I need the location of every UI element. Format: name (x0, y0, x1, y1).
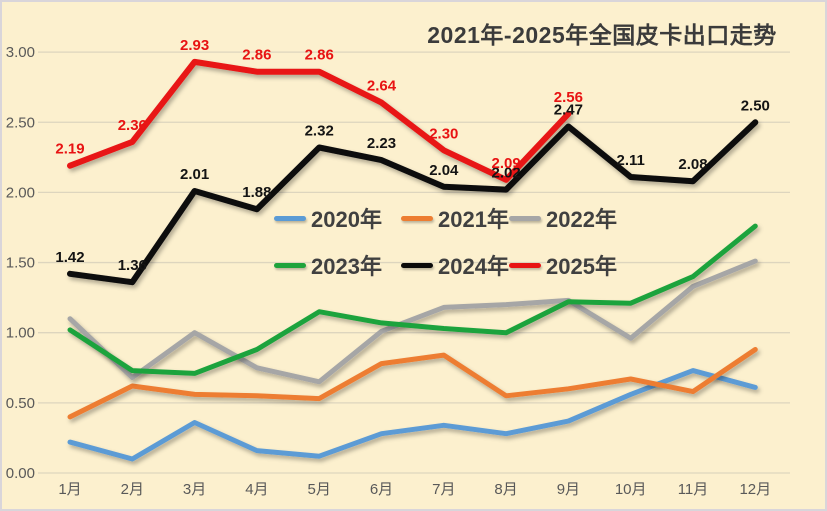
x-tick-label: 1月 (58, 481, 81, 498)
legend-label-2021: 2021年 (438, 207, 509, 232)
data-label-2024年: 1.36 (118, 257, 147, 274)
legend-label-2023: 2023年 (311, 254, 382, 279)
data-label-2025年: 2.19 (55, 141, 84, 158)
y-tick-label: 2.00 (6, 184, 35, 201)
data-label-2025年: 2.56 (554, 89, 583, 106)
legend-label-2022: 2022年 (546, 207, 617, 232)
data-label-2024年: 2.32 (305, 123, 334, 140)
legend-swatch-2024 (401, 262, 433, 268)
x-tick-label: 10月 (615, 481, 647, 498)
x-tick-label: 12月 (739, 481, 771, 498)
y-tick-label: 0.00 (6, 465, 35, 482)
data-label-2025年: 2.30 (429, 125, 458, 142)
y-tick-label: 0.50 (6, 395, 35, 412)
legend-item-2024: 2024年 (401, 251, 509, 279)
legend-item-2020: 2020年 (274, 204, 382, 232)
x-tick-label: 8月 (494, 481, 517, 498)
data-label-2024年: 2.08 (678, 156, 707, 173)
x-tick-label: 11月 (678, 481, 709, 498)
series-line-2020年 (67, 368, 758, 462)
legend-label-2025: 2025年 (546, 254, 617, 279)
x-tick-label: 4月 (245, 481, 268, 498)
legend-swatch-2021 (401, 215, 433, 221)
series-line-2022年 (67, 258, 758, 385)
y-tick-label: 1.50 (6, 255, 35, 272)
series-line-2024年 (67, 119, 759, 286)
data-label-2024年: 2.23 (367, 135, 396, 152)
legend-swatch-2025 (509, 262, 541, 268)
legend-label-2020: 2020年 (311, 207, 382, 232)
data-label-2025年: 2.93 (180, 37, 209, 54)
x-tick-label: 2月 (121, 481, 144, 498)
legend-swatch-2022 (509, 215, 541, 221)
series-line-2023年 (67, 223, 758, 376)
legend-item-2023: 2023年 (274, 251, 382, 279)
data-label-2025年: 2.09 (491, 155, 520, 172)
data-label-2024年: 1.88 (242, 184, 271, 201)
y-tick-label: 1.00 (6, 325, 35, 342)
data-label-2024年: 2.50 (741, 97, 770, 114)
data-label-2025年: 2.64 (367, 78, 397, 95)
data-label-2025年: 2.36 (118, 117, 147, 134)
data-label-2024年: 2.04 (429, 162, 459, 179)
data-label-2024年: 2.47 (554, 101, 583, 118)
x-tick-label: 3月 (183, 481, 206, 498)
chart-title: 2021年-2025年全国皮卡出口走势 (427, 22, 777, 48)
y-tick-label: 3.00 (6, 44, 35, 61)
data-label-2024年: 2.11 (617, 152, 645, 169)
data-label-2024年: 2.01 (180, 166, 209, 183)
x-tick-label: 5月 (308, 481, 331, 498)
legend-item-2021: 2021年 (401, 204, 509, 232)
data-label-2025年: 2.86 (242, 47, 271, 64)
legend-item-2022: 2022年 (509, 204, 617, 232)
series-line-2025年 (67, 58, 572, 183)
data-label-2024年: 1.42 (55, 249, 84, 266)
x-tick-label: 6月 (370, 481, 393, 498)
y-tick-label: 2.50 (6, 114, 35, 131)
legend-label-2024: 2024年 (438, 254, 509, 279)
legend-swatch-2023 (274, 262, 306, 268)
series-line-2021年 (67, 347, 758, 420)
x-tick-label: 7月 (432, 481, 455, 498)
legend-item-2025: 2025年 (509, 251, 617, 279)
data-label-2024年: 2.02 (491, 165, 520, 182)
x-tick-label: 9月 (557, 481, 580, 498)
data-label-2025年: 2.86 (305, 47, 334, 64)
legend-swatch-2020 (274, 215, 306, 221)
